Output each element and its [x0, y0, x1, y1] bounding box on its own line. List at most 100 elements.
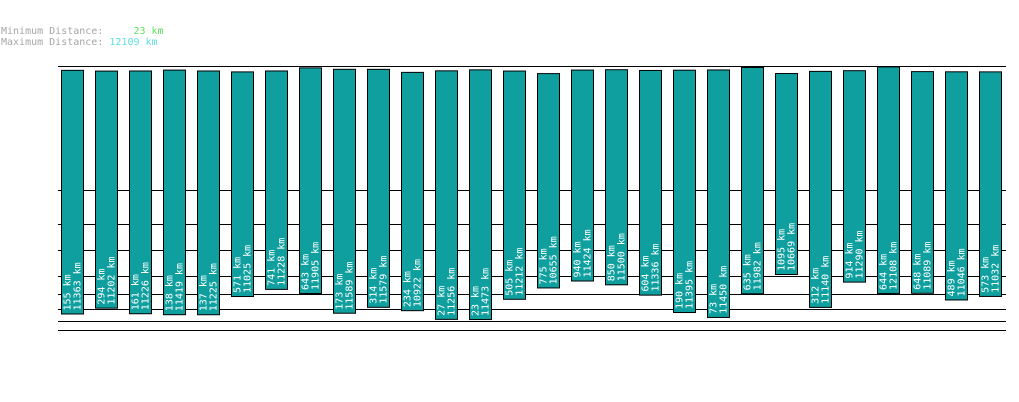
min-distance-row: Minimum Distance: 23 km — [1, 26, 164, 37]
bar — [605, 69, 628, 286]
bar-group: 1095 km 10669 km — [775, 73, 798, 276]
min-distance-label: Minimum Distance: — [1, 26, 104, 37]
bar-group: 571 km 11025 km — [231, 71, 254, 298]
bar-min-label: 644 km — [879, 254, 890, 290]
bar-group: 190 km 11395 km — [673, 69, 696, 314]
bar-max-label: 11226 km — [141, 262, 152, 310]
bar — [877, 66, 900, 294]
bar — [639, 69, 662, 296]
bar-max-label: 11032 km — [991, 245, 1002, 293]
bar-group: 643 km 11905 km — [299, 67, 322, 294]
bar — [333, 68, 356, 314]
bar-group: 155 km 11363 km — [61, 69, 84, 315]
bar-min-label: 850 km — [607, 245, 618, 281]
bar-max-label: 12108 km — [889, 242, 900, 290]
bar-max-label: 11290 km — [855, 230, 866, 278]
bar-max-label: 10922 km — [413, 259, 424, 307]
bar — [401, 71, 424, 312]
bar-max-label: 11256 km — [447, 268, 458, 316]
bar-max-label: 11579 km — [379, 256, 390, 304]
bar-group: 314 km 11579 km — [367, 68, 390, 308]
bar-max-label: 11589 km — [345, 262, 356, 310]
bar-min-label: 604 km — [641, 256, 652, 292]
bar — [367, 68, 390, 308]
bar — [911, 71, 934, 294]
bar-max-label: 11363 km — [73, 262, 84, 310]
bar-max-label: 11202 km — [107, 256, 118, 304]
bar — [843, 70, 866, 283]
bar-max-label: 11228 km — [277, 238, 288, 286]
min-distance-value: 23 km — [133, 26, 164, 37]
bar-group: 741 km 11228 km — [265, 70, 288, 290]
bar — [979, 71, 1002, 297]
bar-max-label: 11500 km — [617, 233, 628, 281]
bar-min-label: 294 km — [97, 269, 108, 305]
max-distance-value: 12109 km — [109, 37, 158, 48]
bar-max-label: 11395 km — [685, 261, 696, 309]
bar-group: 234 km 10922 km — [401, 71, 424, 312]
bar-min-label: 190 km — [675, 273, 686, 309]
bar-min-label: 314 km — [369, 268, 380, 304]
max-distance-label: Maximum Distance: — [1, 37, 104, 48]
bar-group: 73 km 11450 km — [707, 69, 730, 318]
bar-group: 573 km 11032 km — [979, 71, 1002, 297]
bar-max-label: 11140 km — [821, 256, 832, 304]
bar-min-label: 27 km — [437, 286, 448, 316]
bar-max-label: 10669 km — [787, 223, 798, 271]
bar-min-label: 137 km — [199, 275, 210, 311]
bar-min-label: 571 km — [233, 257, 244, 293]
bar-max-label: 11336 km — [651, 243, 662, 291]
bar-group: 138 km 11419 km — [163, 69, 186, 316]
bar-min-label: 505 km — [505, 260, 516, 296]
bar-group: 27 km 11256 km — [435, 70, 458, 320]
bar-group: 914 km 11290 km — [843, 70, 866, 283]
bar-group: 312 km 11140 km — [809, 70, 832, 308]
bar-min-label: 73 km — [709, 284, 720, 314]
bar-group: 294 km 11202 km — [95, 70, 118, 309]
bar — [707, 69, 730, 318]
bar — [265, 70, 288, 290]
bar-group: 648 km 11089 km — [911, 71, 934, 294]
bar — [61, 69, 84, 315]
bar — [95, 70, 118, 309]
bar — [299, 67, 322, 294]
bar-min-label: 23 km — [471, 286, 482, 316]
bar-min-label: 643 km — [301, 254, 312, 290]
bar-group: 505 km 11212 km — [503, 70, 526, 300]
bar-series: 155 km 11363 km 294 km 11202 km 161 km 11226 … — [61, 66, 1002, 321]
bar-min-label: 741 km — [267, 250, 278, 286]
bar — [741, 67, 764, 295]
bar-min-label: 775 km — [539, 248, 550, 284]
bar-group: 23 km 11473 km — [469, 69, 492, 321]
bar — [163, 69, 186, 316]
bar-group: 489 km 11046 km — [945, 71, 968, 301]
max-distance-row: Maximum Distance: 12109 km — [1, 37, 158, 48]
bar-max-label: 11225 km — [209, 263, 220, 311]
bar-group: 940 km 11424 km — [571, 69, 594, 282]
bar-min-label: 573 km — [981, 257, 992, 293]
bar-max-label: 11419 km — [175, 263, 186, 311]
bar — [571, 69, 594, 282]
bar-max-label: 11046 km — [957, 248, 968, 296]
bar-max-label: 11982 km — [753, 242, 764, 290]
bar-group: 850 km 11500 km — [605, 69, 628, 286]
bar-min-label: 161 km — [131, 274, 142, 310]
bar — [197, 70, 220, 316]
bar-max-label: 11025 km — [243, 245, 254, 293]
bar-max-label: 11905 km — [311, 242, 322, 290]
bar-min-label: 1095 km — [777, 229, 788, 271]
bar — [503, 70, 526, 300]
bar — [945, 71, 968, 301]
bar — [129, 70, 152, 315]
bar-max-label: 10655 km — [549, 236, 560, 284]
bar-min-label: 489 km — [947, 260, 958, 296]
bar-max-label: 11089 km — [923, 242, 934, 290]
bar — [435, 70, 458, 320]
bar — [537, 73, 560, 289]
bar-max-label: 11212 km — [515, 248, 526, 296]
bar — [809, 70, 832, 308]
bar-min-label: 312 km — [811, 268, 822, 304]
bar-min-label: 138 km — [165, 275, 176, 311]
